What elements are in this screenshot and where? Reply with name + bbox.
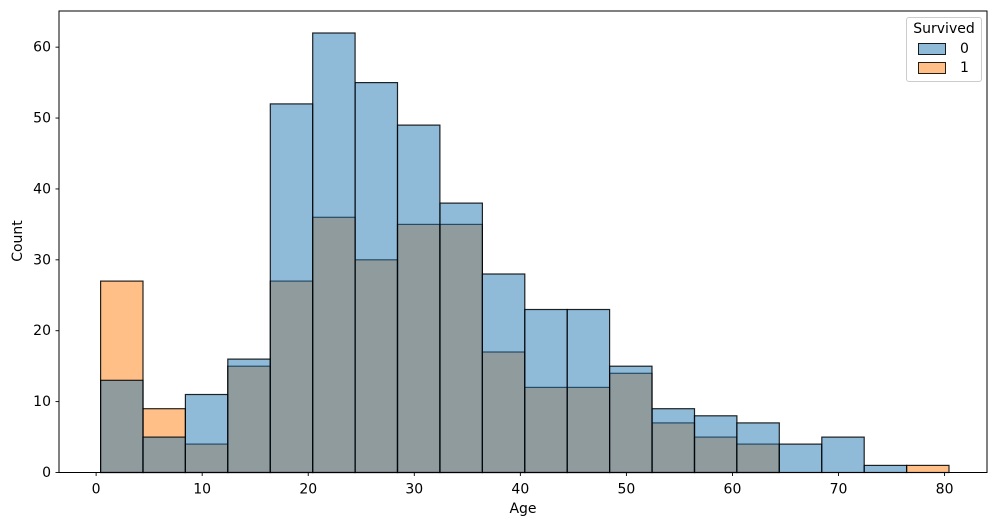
histogram-bar-survived-0 <box>821 436 865 474</box>
legend-title: Survived <box>913 21 975 37</box>
x-tick-label: 40 <box>511 482 529 498</box>
x-tick-label: 0 <box>92 482 101 498</box>
histogram-bar-survived-0 <box>693 415 738 474</box>
histogram-bar-survived-0 <box>439 202 484 474</box>
axes-border <box>58 10 988 473</box>
x-tick-label: 80 <box>936 482 954 498</box>
y-tick-label: 0 <box>42 465 51 481</box>
y-tick-label: 20 <box>33 323 51 339</box>
x-tick-label: 30 <box>405 482 423 498</box>
legend: Survived 0 1 <box>906 17 982 82</box>
y-axis-label: Count <box>10 220 26 262</box>
histogram-bar-survived-0 <box>736 422 780 474</box>
x-tick-label: 20 <box>299 482 317 498</box>
histogram-bar-survived-0 <box>227 358 271 474</box>
x-axis-label: Age <box>509 501 537 517</box>
histogram-bar-survived-0 <box>312 32 356 474</box>
x-tick-label: 10 <box>193 482 211 498</box>
legend-label-survived-0: 0 <box>960 41 969 57</box>
histogram-bar-survived-0 <box>608 365 653 474</box>
histogram-bar-survived-0 <box>354 81 399 474</box>
legend-label-survived-1: 1 <box>960 60 969 76</box>
histogram-bar-survived-1 <box>905 464 950 474</box>
legend-entry-survived-0: 0 <box>907 42 981 56</box>
histogram-bar-survived-0 <box>184 393 229 474</box>
x-tick-label: 50 <box>617 482 635 498</box>
histogram-bar-survived-0 <box>142 436 187 474</box>
y-tick-label: 10 <box>33 394 51 410</box>
histogram-bar-survived-0 <box>99 379 144 474</box>
histogram-bar-survived-0 <box>524 308 568 474</box>
histogram-bar-survived-0 <box>481 273 526 474</box>
y-tick-label: 40 <box>33 181 51 197</box>
histogram-bar-survived-0 <box>778 443 823 474</box>
histogram-bar-survived-0 <box>269 103 314 474</box>
y-tick-label: 60 <box>33 40 51 56</box>
legend-entry-survived-1: 1 <box>907 61 981 75</box>
y-tick-label: 30 <box>33 252 51 268</box>
histogram-bar-survived-0 <box>566 308 611 474</box>
histogram-bar-survived-0 <box>396 124 441 474</box>
legend-swatch-survived-1-icon <box>918 62 946 74</box>
legend-swatch-survived-0-icon <box>918 43 946 55</box>
x-tick-label: 60 <box>724 482 742 498</box>
histogram-bar-survived-0 <box>651 408 696 474</box>
histogram-bar-survived-0 <box>863 464 908 474</box>
y-tick-label: 50 <box>33 111 51 127</box>
x-tick-label: 70 <box>830 482 848 498</box>
